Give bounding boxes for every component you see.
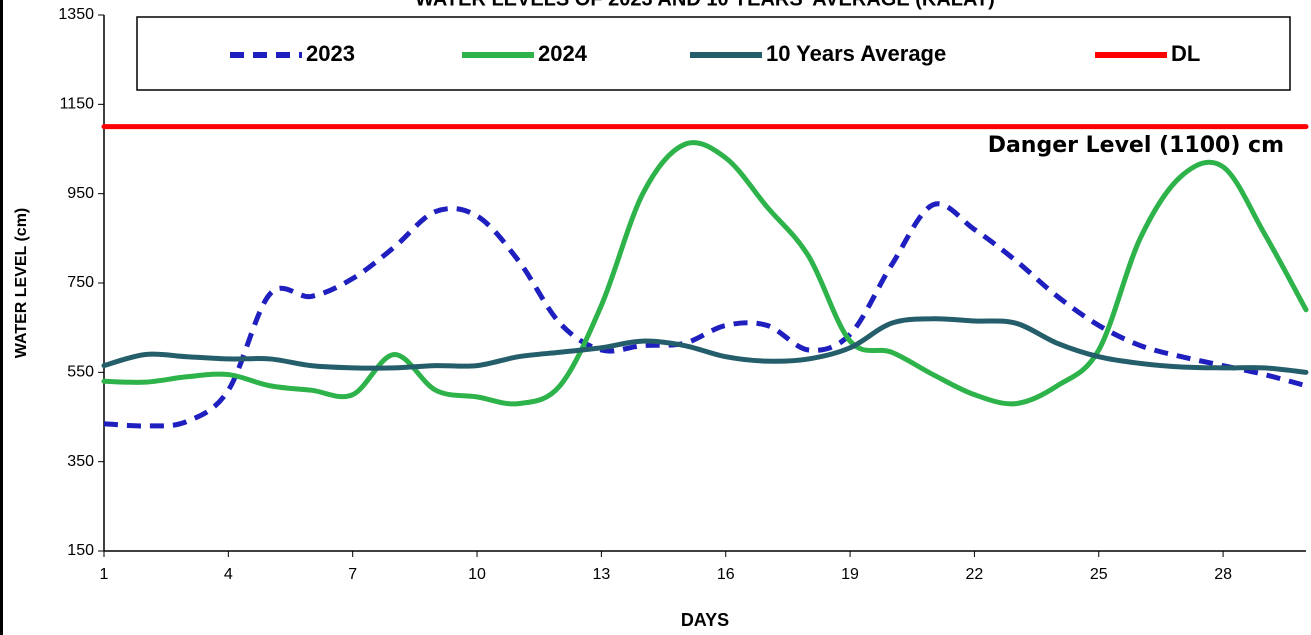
x-tick-label: 25 [1090,566,1108,583]
legend-box [136,16,1291,91]
series-line [101,316,1309,375]
x-tick-label: 28 [1214,566,1232,583]
x-tick-label: 7 [348,566,357,583]
x-tick-label: 22 [966,566,984,583]
x-tick-label: 1 [100,566,109,583]
annotation: Danger Level (1100) cm [988,133,1284,158]
x-tick-label: 4 [224,566,233,583]
legend-label: 2023 [306,41,355,66]
x-axis-label: DAYS [681,610,729,630]
x-tick-label: 13 [592,566,610,583]
y-tick-label: 1350 [58,6,94,23]
y-tick-label: 150 [67,542,94,559]
legend-label: DL [1171,41,1200,66]
x-tick-label: 10 [468,566,486,583]
x-tick-label: 19 [841,566,859,583]
y-tick-label: 350 [67,453,94,470]
series-line [101,140,1309,407]
x-tick-label: 16 [717,566,735,583]
y-axis-label: WATER LEVEL (cm) [13,208,30,359]
y-tick-label: 550 [67,364,94,381]
y-tick-label: 950 [67,185,94,202]
chart-title: WATER LEVELS OF 2023 AND 10 YEARS' AVERA… [415,0,995,10]
legend-label: 10 Years Average [766,41,946,66]
y-tick-label: 1150 [60,96,95,113]
y-tick-label: 750 [67,274,94,291]
legend-label: 2024 [538,41,588,66]
series-line [103,201,1307,429]
